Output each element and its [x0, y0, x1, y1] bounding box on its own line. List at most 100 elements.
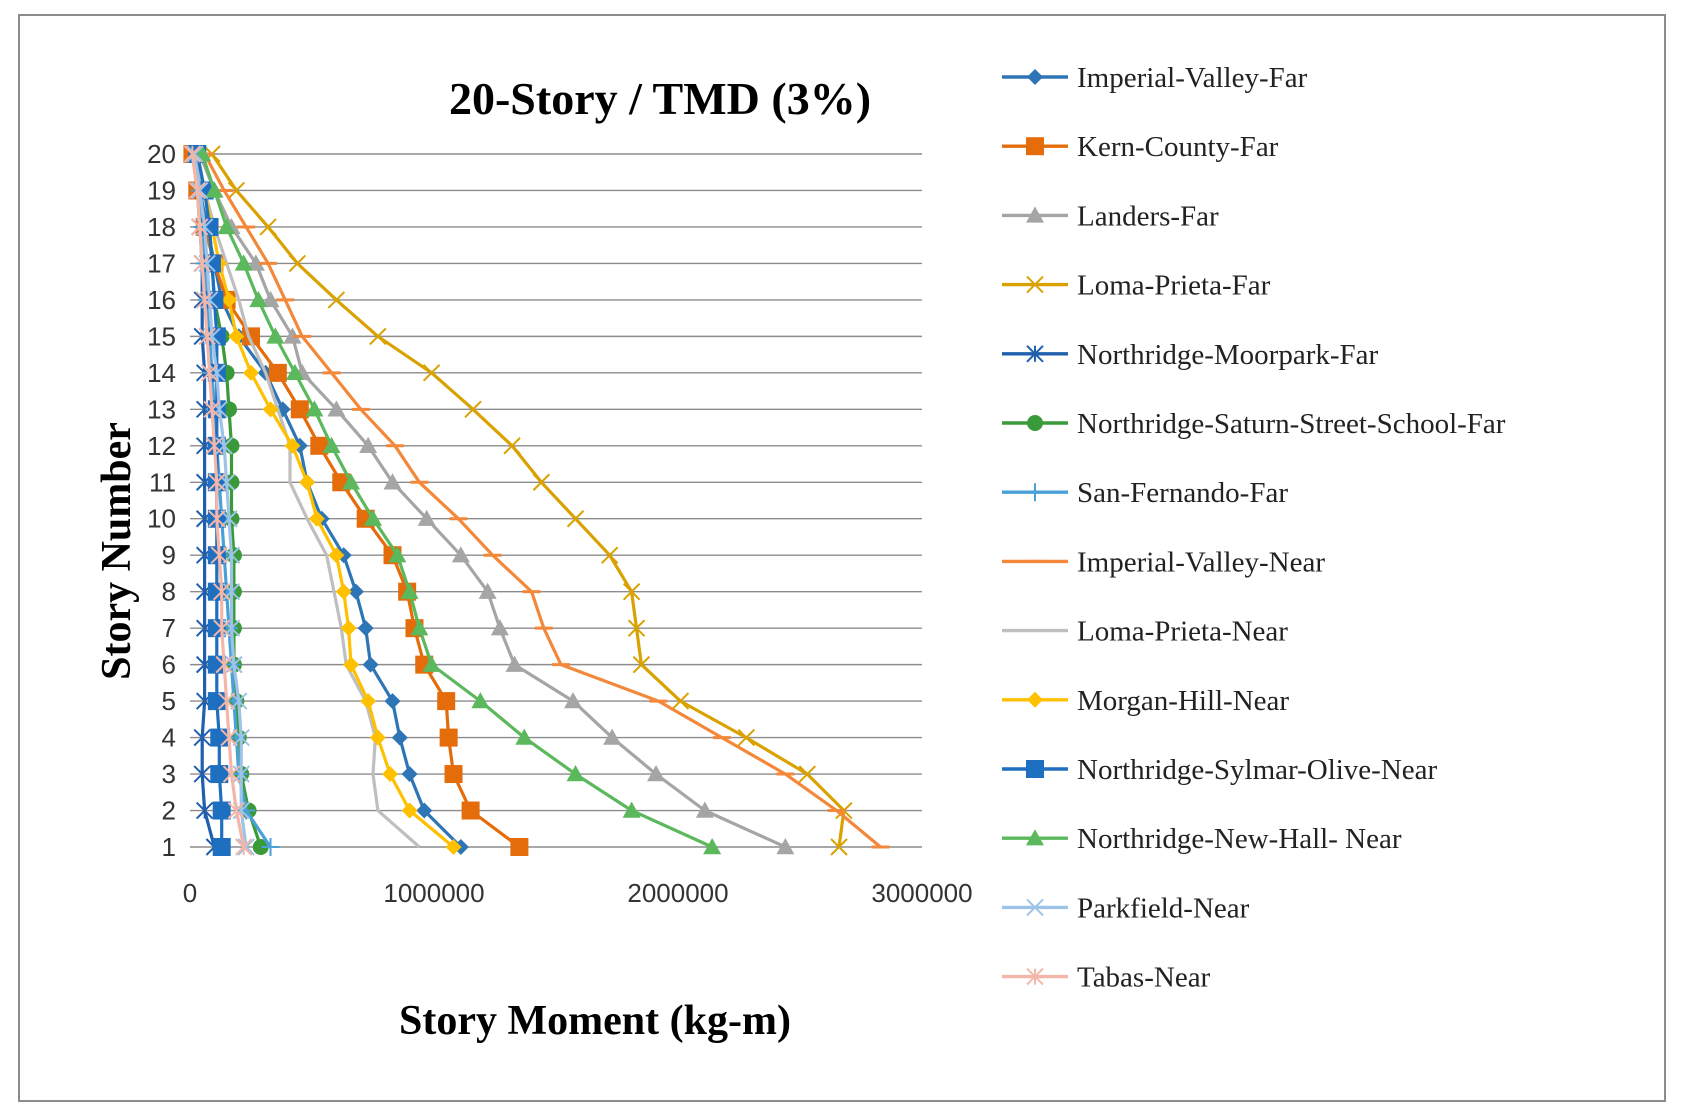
series-line	[193, 153, 421, 849]
data-point	[566, 510, 585, 528]
series-line	[203, 153, 882, 849]
data-point	[252, 839, 269, 855]
data-point	[342, 473, 361, 490]
data-point	[230, 692, 248, 710]
chart-frame: 20-Story / TMD (3%) 1 2 3 4 5 6 7 8 9 10 11 12 13 14 1…	[18, 14, 1666, 1102]
data-point	[259, 218, 277, 236]
legend-item: Imperial-Valley-Near	[1002, 546, 1325, 578]
chart-canvas: 20-Story / TMD (3%) 12345678910111213141…	[94, 62, 1506, 1044]
x-tick-label: 3000000	[871, 878, 972, 908]
data-point	[203, 400, 221, 419]
legend-item: Morgan-Hill-Near	[1002, 685, 1289, 717]
y-tick-label: 15	[147, 321, 176, 351]
data-point	[193, 254, 211, 273]
data-point	[737, 728, 756, 747]
series-kern-county-far	[183, 145, 529, 856]
data-point	[383, 473, 402, 490]
legend-label: Northridge-Moorpark-Far	[1077, 339, 1379, 371]
data-point	[220, 510, 238, 528]
data-point	[347, 583, 364, 600]
data-point	[217, 217, 236, 235]
data-point	[283, 327, 302, 344]
y-tick-label: 17	[147, 248, 176, 278]
legend-label: Northridge-Sylmar-Olive-Near	[1077, 754, 1438, 786]
y-tick-label: 11	[149, 467, 176, 497]
data-point	[622, 801, 641, 818]
data-point	[445, 839, 462, 855]
data-point	[188, 181, 207, 200]
data-point	[647, 765, 666, 782]
data-point	[221, 291, 238, 308]
data-point	[222, 546, 241, 564]
data-point	[410, 619, 429, 636]
data-point	[193, 765, 211, 783]
legend-marker	[1026, 275, 1044, 294]
data-point	[222, 765, 241, 783]
data-point	[703, 838, 722, 855]
legend-marker	[1027, 415, 1043, 431]
data-point	[364, 509, 382, 526]
legend-label: Loma-Prieta-Far	[1077, 270, 1271, 302]
data-point	[268, 363, 287, 382]
legend-item: Loma-Prieta-Near	[1002, 616, 1288, 648]
data-point	[234, 254, 253, 271]
data-point	[505, 655, 524, 672]
y-tick-label: 2	[162, 796, 176, 826]
data-point	[478, 582, 497, 599]
y-tick-label: 8	[162, 577, 176, 607]
data-point	[564, 692, 583, 709]
data-point	[215, 655, 233, 674]
series-landers-far	[190, 145, 795, 855]
data-point	[417, 509, 436, 526]
y-tick-label: 14	[147, 358, 176, 388]
y-axis-title: Story Number	[94, 422, 140, 680]
data-point	[208, 364, 226, 382]
legend-marker	[1026, 206, 1044, 223]
legend-item: Northridge-Moorpark-Far	[1002, 339, 1379, 371]
x-tick-label: 1000000	[383, 878, 484, 908]
data-point	[207, 436, 226, 455]
legend-label: Northridge-New-Hall- Near	[1077, 823, 1402, 855]
data-point	[212, 838, 231, 856]
data-point	[285, 363, 304, 381]
legend-item: Tabas-Near	[1002, 962, 1211, 994]
x-axis-title: Story Moment (kg-m)	[399, 998, 791, 1044]
data-point	[228, 328, 245, 345]
data-point	[400, 582, 419, 599]
data-point	[227, 801, 246, 820]
data-point	[249, 290, 268, 308]
data-point	[208, 473, 226, 491]
legend-marker	[1026, 898, 1044, 917]
legend-label: Northridge-Saturn-Street-School-Far	[1077, 408, 1506, 440]
legend-marker	[1026, 137, 1044, 156]
legend-item: Loma-Prieta-Far	[1002, 270, 1271, 302]
legend-label: San-Fernando-Far	[1077, 477, 1288, 509]
data-point	[401, 766, 418, 783]
data-point	[310, 436, 329, 455]
data-point	[603, 728, 622, 745]
legend-item: Imperial-Valley-Far	[1002, 62, 1308, 94]
series-loma-prieta-near	[193, 153, 421, 849]
legend-marker	[1027, 691, 1043, 708]
data-point	[776, 838, 795, 855]
legend-label: Imperial-Valley-Near	[1077, 546, 1325, 578]
x-tick-label: 0	[183, 878, 197, 908]
y-tick-label: 19	[147, 175, 176, 205]
data-point	[695, 801, 714, 818]
legend-label: Tabas-Near	[1077, 962, 1211, 994]
data-point	[622, 582, 641, 601]
data-point	[328, 547, 345, 564]
data-point	[437, 692, 456, 711]
legend: Imperial-Valley-Far Kern-County-Far Lander…	[1002, 62, 1506, 994]
data-point	[510, 838, 529, 856]
legend-item: Northridge-Sylmar-Olive-Near	[1002, 754, 1438, 786]
legend-item: Landers-Far	[1002, 200, 1219, 232]
data-point	[284, 437, 301, 454]
data-point	[464, 400, 482, 419]
data-point	[210, 765, 229, 784]
data-point	[532, 473, 551, 491]
data-point	[401, 802, 418, 819]
series-northridge-new-hall-near	[193, 145, 722, 855]
y-tick-label: 1	[162, 832, 176, 862]
